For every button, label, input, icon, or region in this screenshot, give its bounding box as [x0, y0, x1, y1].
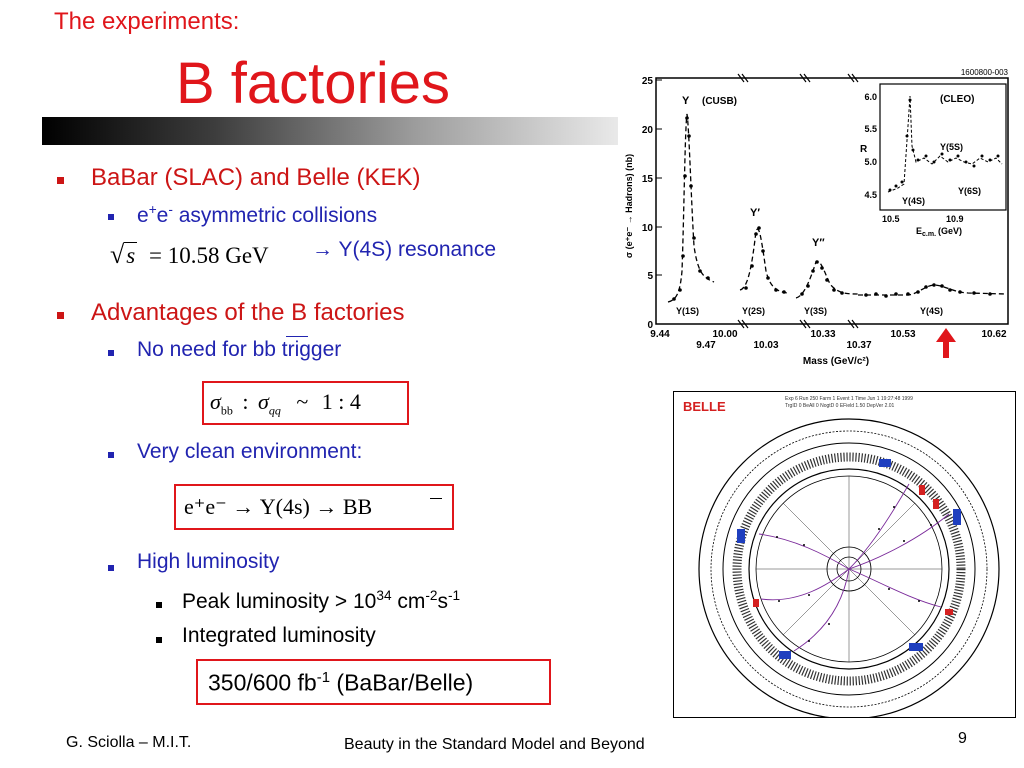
- resonance-note: → Υ(4S) resonance: [312, 238, 497, 261]
- bullet-marker: [57, 312, 64, 319]
- sqrt-s-equation: √s = 10.58 GeV: [110, 240, 269, 270]
- resonance-data-points: [672, 116, 992, 301]
- x-tick-label: 10.33: [810, 329, 835, 340]
- bbar-overline: [286, 336, 308, 337]
- cusb-label: (CUSB): [702, 96, 737, 107]
- cleo-inset-frame: [879, 83, 1007, 211]
- calorimeter-hits: [737, 459, 961, 659]
- peak-label-upsilon-double-prime: Υ″: [812, 237, 825, 249]
- resonance-curve-1s: [667, 113, 715, 303]
- event-info-line1: Exp 6 Run 250 Farm 1 Event 1 Time Jun 1 …: [785, 396, 913, 402]
- cross-section-ratio: σbb : σqq ~ 1 : 4: [210, 389, 361, 418]
- footer-author: G. Sciolla – M.I.T.: [66, 734, 192, 751]
- y-tick-label: 20: [642, 125, 654, 136]
- bullet-no-trigger: No need for bb trigger: [137, 338, 342, 361]
- inset-state-5s: Υ(5S): [940, 142, 963, 152]
- plot-frame: [655, 77, 1009, 325]
- outer-detector-ring: [698, 418, 1000, 718]
- decay-chain-box: e⁺e⁻ → Υ(4s) → BB: [174, 484, 454, 530]
- upsilon-resonance-plot: 1600800-003 25 20 15 10 5 0 σ (e⁺e⁻ → Ha…: [624, 68, 1009, 367]
- sqrt-s-value: = 10.58 GeV: [148, 243, 269, 268]
- y-tick-label: 10: [642, 223, 654, 234]
- muon-segment-ring: [710, 430, 988, 708]
- bbar-overline: [430, 498, 442, 499]
- ratio-qq-subscript: qq: [268, 403, 281, 418]
- belle-event-display: BELLE Exp 6 Run 250 Farm 1 Event 1 Time …: [673, 391, 1016, 718]
- state-label-3s: Υ(3S): [804, 306, 827, 316]
- x-axis-label: Mass (GeV/c²): [803, 356, 869, 367]
- upsilon-4s-arrow-icon: [936, 328, 956, 358]
- ratio-value: 1 : 4: [321, 389, 361, 414]
- slide-title: B factories: [176, 51, 450, 116]
- inset-state-4s: Υ(4S): [902, 196, 925, 206]
- y-tick-label: 25: [642, 76, 654, 87]
- x-tick-label: 9.44: [650, 329, 670, 340]
- sqrt-sign: √: [110, 240, 125, 269]
- inset-x-tick: 10.5: [882, 214, 900, 224]
- x-tick-label: 10.37: [846, 340, 871, 351]
- resonance-curve-4s: [858, 284, 1007, 296]
- peak-label-upsilon: Υ: [682, 95, 690, 107]
- x-tick-label: 10.62: [981, 329, 1006, 340]
- y-tick-label: 0: [647, 320, 653, 331]
- bullet-marker: [108, 565, 114, 571]
- bullet-marker: [57, 177, 64, 184]
- state-label-1s: Υ(1S): [676, 306, 699, 316]
- inset-state-6s: Υ(6S): [958, 186, 981, 196]
- integrated-luminosity: Integrated luminosity: [182, 624, 376, 647]
- integrated-luminosity-box: 350/600 fb-1 (BaBar/Belle): [196, 659, 551, 705]
- resonance-curve-2s: [739, 228, 789, 294]
- inset-x-label: Ec.m. (GeV): [916, 226, 962, 238]
- bullet-marker: [156, 637, 162, 643]
- cleo-label: (CLEO): [940, 94, 974, 105]
- title-gradient-bar: [42, 117, 618, 145]
- inset-y-label: R: [860, 144, 868, 155]
- charged-tracks: [758, 483, 950, 652]
- bullet-high-luminosity: High luminosity: [137, 550, 280, 573]
- bullet-advantages: Advantages of the B factories: [91, 299, 405, 326]
- page-number: 9: [958, 730, 967, 747]
- peak-luminosity: Peak luminosity > 1034 cm-2s-1: [182, 588, 461, 613]
- state-label-2s: Υ(2S): [742, 306, 765, 316]
- inset-y-tick: 6.0: [864, 92, 877, 102]
- y-axis-label: σ (e⁺e⁻ → Hadrons) (nb): [624, 154, 634, 258]
- bullet-marker: [156, 602, 162, 608]
- ratio-bb-subscript: bb: [220, 403, 233, 418]
- event-info-line2: TrgID 0 BeAll 0 NogtD 0 EField 1.50 DepV…: [785, 403, 895, 409]
- x-tick-label: 10.03: [753, 340, 778, 351]
- inner-calorimeter-ring: [748, 468, 950, 670]
- state-label-4s: Υ(4S): [920, 306, 943, 316]
- bullet-babar-belle: BaBar (SLAC) and Belle (KEK): [91, 164, 421, 191]
- y-tick-label: 5: [647, 271, 653, 282]
- plot-id-tag: 1600800-003: [961, 68, 1009, 77]
- section-kicker: The experiments:: [54, 8, 240, 35]
- inset-y-tick: 4.5: [864, 190, 877, 200]
- inset-y-tick: 5.0: [864, 157, 877, 167]
- peak-label-upsilon-prime: Υ′: [750, 207, 760, 219]
- integrated-luminosity-value: 350/600 fb-1 (BaBar/Belle): [208, 669, 474, 696]
- x-tick-label: 10.53: [890, 329, 915, 340]
- decay-chain: e⁺e⁻ → Υ(4s) → BB: [184, 494, 373, 519]
- inset-y-tick: 5.5: [864, 124, 877, 134]
- bullet-marker: [108, 350, 114, 356]
- bullet-asymmetric-collisions: e+e- asymmetric collisions: [137, 202, 378, 227]
- x-tick-label: 9.47: [696, 340, 716, 351]
- ratio-colon: :: [242, 389, 249, 414]
- bullet-marker: [108, 214, 114, 220]
- footer-course: Beauty in the Standard Model and Beyond: [344, 736, 645, 753]
- bullet-marker: [108, 452, 114, 458]
- coil-ring: [722, 442, 976, 696]
- x-tick-label: 10.00: [712, 329, 737, 340]
- cleo-inset-points: [888, 98, 1000, 192]
- sqrt-s-variable: s: [124, 242, 138, 268]
- bullet-clean-environment: Very clean environment:: [137, 440, 363, 463]
- ratio-tilde: ~: [296, 389, 309, 414]
- calorimeter-hits-red: [753, 485, 953, 615]
- inset-x-tick: 10.9: [946, 214, 964, 224]
- y-tick-label: 15: [642, 174, 654, 185]
- track-hit-dots: [776, 506, 932, 642]
- calorimeter-ring: [732, 452, 966, 686]
- belle-logo: BELLE: [683, 399, 726, 414]
- cross-section-ratio-box: σbb : σqq ~ 1 : 4: [202, 381, 409, 425]
